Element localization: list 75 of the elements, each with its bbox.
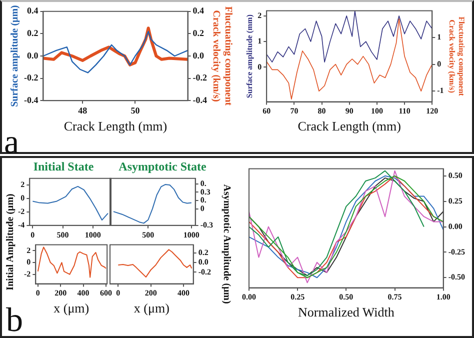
x-tick-label: 400	[77, 288, 90, 298]
y2-axis-title: Fluctuating component Crack velocity (km/s)	[448, 16, 466, 96]
x-tick-label: 500	[56, 230, 69, 240]
y2-tick-label: 0.50	[448, 170, 462, 180]
y2-tick-label: 0.2	[192, 28, 205, 38]
x-axis-title: x (μm)	[134, 300, 170, 316]
x-tick-label: 80	[318, 106, 326, 116]
x-axis-title: Crack Length (mm)	[64, 118, 168, 134]
x-tick-label: 90	[345, 106, 354, 116]
y2-axis-title: Asymptotic Amplitude (μm)	[220, 183, 233, 306]
y-tick-label: 0	[258, 62, 262, 72]
x-axis-title: x (μm)	[54, 300, 90, 316]
y2-tick-label: 0	[200, 204, 204, 213]
y-tick-label: 0.0	[26, 50, 39, 60]
x-tick-label: 200	[144, 288, 157, 298]
y-tick-label: -4	[18, 220, 25, 230]
y-tick-label: -0.4	[24, 94, 39, 105]
y2-tick-label: 0.3	[200, 187, 210, 196]
y2-axis-title: Fluctuating component Crack velocity (km/s)	[210, 6, 234, 106]
y2-tick-label: 0.2	[198, 248, 208, 258]
y2-tick-label: -0.3	[200, 220, 214, 230]
x-tick-label: 110	[398, 106, 410, 116]
y2-tick-label: 0.25	[448, 196, 462, 206]
x-tick-label: 200	[54, 288, 67, 298]
x-tick-label: 1000	[183, 230, 200, 240]
y-tick-label: 0.4	[26, 6, 39, 16]
x-tick-label: 60	[262, 106, 271, 116]
x-tick-label: 0.50	[339, 292, 354, 302]
y-tick-label: 0	[20, 194, 25, 203]
y2-tick-label: 1	[437, 32, 442, 42]
y-tick-label: -2	[24, 269, 31, 278]
y2-tick-label: 0.	[200, 178, 206, 188]
y2-tick-label: -0.50	[448, 272, 466, 282]
y-tick-label: 0	[26, 258, 31, 267]
y-tick-label: -2	[18, 207, 25, 216]
x-axis-title: Normalized Width	[298, 304, 395, 320]
x-tick-label: 0.00	[242, 292, 256, 302]
y-axis-title: Surface amplitude (mm)	[244, 14, 254, 98]
y2-tick-label: 0.0	[192, 50, 205, 60]
chart-title: Initial State	[33, 159, 94, 174]
x-tick-label: 1.00	[436, 292, 450, 302]
x-tick-label: 120	[426, 106, 438, 116]
y2-tick-label: 0.0	[198, 258, 208, 267]
y2-tick-label: -0.2	[192, 72, 208, 83]
text: a	[4, 124, 20, 161]
x-tick-label: 0.25	[290, 292, 305, 302]
y-tick-label: 2	[20, 180, 25, 190]
x-tick-label: 48	[78, 105, 88, 116]
y-axis-title: Surface amplitude (μm)	[10, 5, 21, 107]
y-tick-label: 0.2	[26, 28, 39, 38]
x-axis-title: Crack Length (mm)	[298, 118, 401, 134]
y2-tick-label: -0.2	[198, 267, 212, 276]
text: b	[6, 302, 23, 338]
x-tick-label: 1000	[84, 230, 101, 240]
y2-tick-label: 0.	[200, 196, 206, 205]
x-tick-label: 600	[100, 288, 112, 298]
x-tick-label: 70	[290, 106, 298, 116]
y-tick-label: 1	[258, 36, 262, 46]
y-axis-title: Initial Amplitude (μm)	[4, 192, 17, 292]
x-tick-label: 500	[142, 230, 154, 240]
y2-tick-label: -0.25	[448, 247, 466, 256]
y2-tick-label: 0.4	[192, 6, 205, 16]
x-tick-label: 50	[130, 105, 140, 116]
y2-tick-label: 0.00	[448, 222, 462, 231]
chart-title: Asymptotic State	[118, 159, 207, 174]
y2-tick-label: -1	[437, 86, 444, 96]
y2-tick-label: 0	[437, 59, 442, 68]
y2-tick-label: -0.4	[192, 94, 208, 105]
y-tick-label: 2	[26, 246, 31, 255]
x-tick-label: 100	[370, 106, 383, 116]
x-tick-label: 0	[116, 288, 120, 298]
y-tick-label: -0.2	[24, 72, 39, 83]
x-tick-label: 400	[178, 288, 190, 298]
y-tick-label: 2	[258, 10, 262, 20]
x-tick-label: 0.75	[388, 292, 402, 302]
